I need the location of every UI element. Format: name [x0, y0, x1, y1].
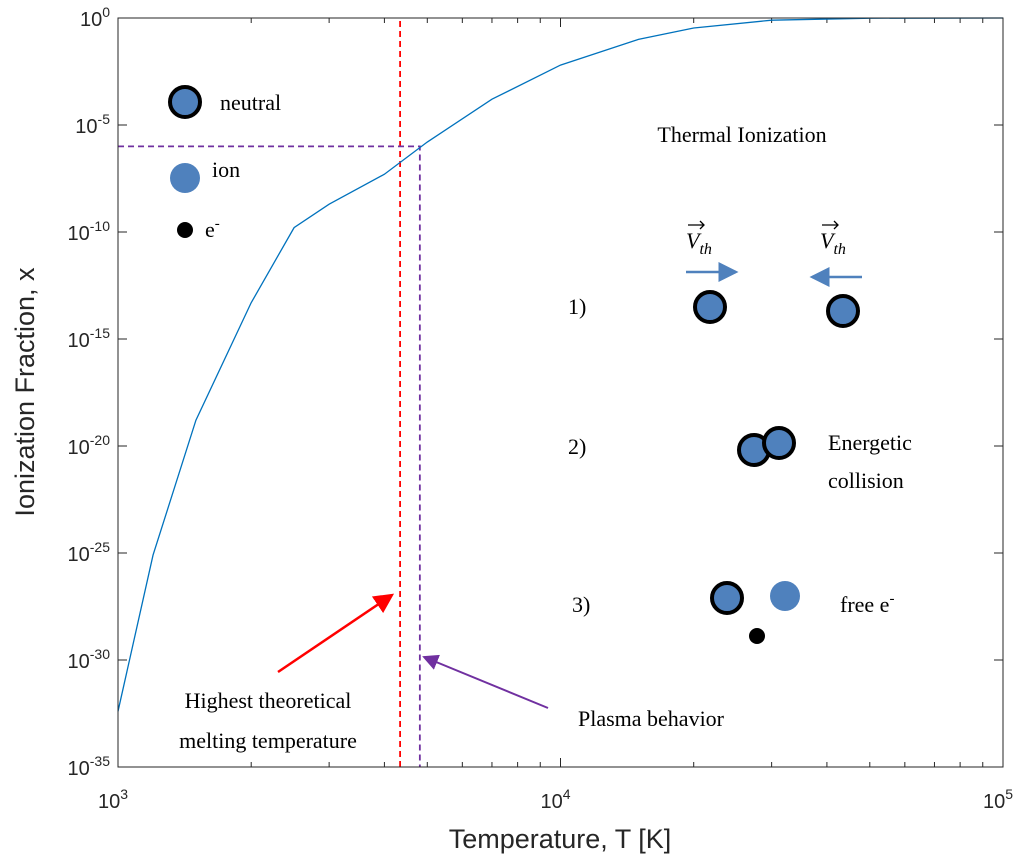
exponent: -20: [90, 432, 110, 448]
free-electron-label: free e-: [840, 591, 894, 617]
velocity-label: Vth: [686, 228, 712, 258]
exponent: -15: [90, 325, 110, 341]
y-tick-label: 10-5: [75, 111, 110, 138]
collision-label: collision: [828, 468, 904, 493]
electron-icon: [749, 628, 765, 644]
base: 10: [540, 791, 562, 813]
subscript: th: [699, 241, 711, 258]
exponent: -10: [90, 218, 110, 234]
base: V: [820, 228, 836, 253]
base: 10: [68, 223, 90, 245]
base: V: [686, 228, 702, 253]
y-tick-label: 10-35: [68, 753, 111, 780]
step-label: 3): [572, 592, 590, 617]
exponent: -35: [90, 753, 110, 769]
exponent: 0: [102, 4, 110, 20]
collision-label: Energetic: [828, 430, 912, 455]
step-label: 2): [568, 434, 586, 459]
superscript: -: [889, 591, 894, 607]
x-axis-label: Temperature, T [K]: [449, 824, 672, 854]
annotation-arrow: [422, 654, 549, 709]
x-tick-label: 104: [540, 786, 570, 813]
vector-arrow: [688, 220, 705, 230]
exponent: 4: [563, 786, 571, 802]
y-axis-label: Ionization Fraction, x: [10, 267, 40, 517]
neutral-icon: [762, 426, 796, 460]
base: 10: [68, 651, 90, 673]
vector-arrow: [822, 220, 839, 230]
exponent: -25: [90, 539, 110, 555]
base: free e: [840, 592, 889, 617]
ion-icon: [170, 163, 200, 193]
y-tick-label: 10-30: [68, 646, 111, 673]
annotation-melting: Highest theoretical: [185, 688, 352, 713]
legend-neutral: neutral: [220, 90, 281, 115]
subscript: th: [833, 241, 845, 258]
y-tick-label: 10-10: [68, 218, 111, 245]
y-tick-label: 10-15: [68, 325, 111, 352]
base: 10: [983, 791, 1005, 813]
velocity-label: Vth: [820, 228, 846, 258]
series-line: [117, 17, 1004, 712]
electron-icon: [177, 222, 193, 238]
annotation-melting: melting temperature: [179, 728, 357, 753]
neutral-icon: [826, 294, 860, 328]
y-tick-label: 10-20: [68, 432, 111, 459]
diagram-title: Thermal Ionization: [657, 122, 826, 147]
base: 10: [98, 791, 120, 813]
annotation-plasma: Plasma behavior: [578, 706, 725, 731]
step-label: 1): [568, 294, 586, 319]
base: 10: [68, 330, 90, 352]
y-tick-label: 10-25: [68, 539, 111, 566]
annotation-arrow: [277, 593, 395, 674]
ion-icon: [770, 581, 800, 611]
neutral-icon: [693, 290, 727, 324]
neutral-icon: [168, 85, 202, 119]
exponent: 5: [1005, 786, 1013, 802]
base: 10: [68, 544, 90, 566]
x-tick-label: 105: [983, 786, 1013, 813]
base: 10: [68, 437, 90, 459]
x-tick-label: 103: [98, 786, 128, 813]
base: e: [205, 217, 215, 242]
plot-frame: [117, 17, 1004, 768]
legend-ion: ion: [212, 157, 240, 182]
base: 10: [75, 116, 97, 138]
y-tick-label: 100: [80, 4, 110, 31]
superscript: -: [215, 216, 220, 232]
exponent: -30: [90, 646, 110, 662]
exponent: 3: [120, 786, 128, 802]
base: 10: [68, 758, 90, 780]
base: 10: [80, 9, 102, 31]
neutral-icon: [710, 581, 744, 615]
exponent: -5: [98, 111, 111, 127]
guide-line: [118, 145, 421, 767]
legend-electron: e-: [205, 216, 220, 242]
